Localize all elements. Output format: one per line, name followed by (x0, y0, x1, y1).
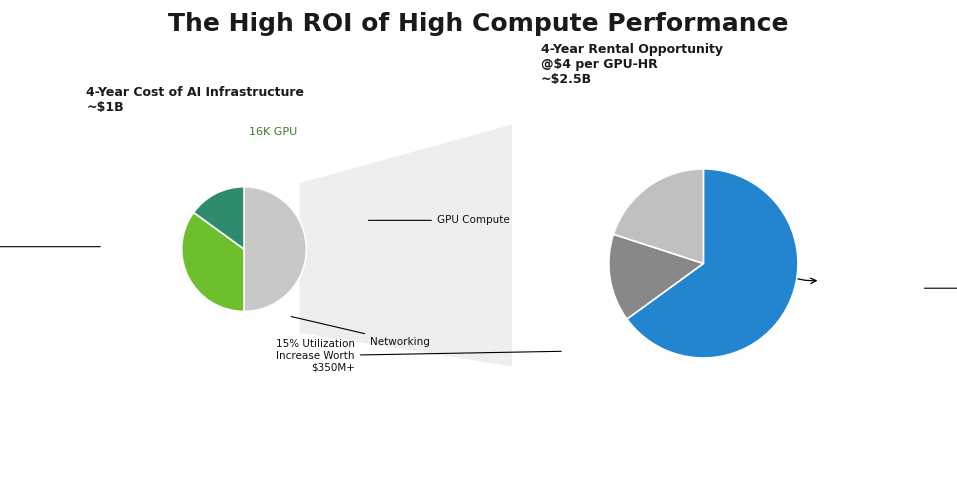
Polygon shape (300, 125, 512, 366)
Text: 25%
Performance
Increase Worth
$600M+: 25% Performance Increase Worth $600M+ (924, 266, 957, 310)
Text: Networking: Networking (291, 317, 430, 347)
Text: 4-Year Cost of AI Infrastructure
~$1B: 4-Year Cost of AI Infrastructure ~$1B (86, 86, 304, 114)
Text: The High ROI of High Compute Performance: The High ROI of High Compute Performance (168, 12, 789, 36)
Text: DC Facility Build
& Operate: DC Facility Build & Operate (0, 236, 100, 258)
Text: 16K GPU: 16K GPU (249, 126, 297, 137)
Wedge shape (244, 187, 306, 311)
Text: GPU Compute: GPU Compute (368, 216, 510, 225)
Text: 4-Year Rental Opportunity
@$4 per GPU-HR
~$2.5B: 4-Year Rental Opportunity @$4 per GPU-HR… (541, 43, 723, 86)
Wedge shape (609, 234, 703, 319)
Wedge shape (182, 212, 244, 311)
Wedge shape (613, 169, 703, 263)
Wedge shape (193, 187, 244, 249)
Text: 15% Utilization
Increase Worth
$350M+: 15% Utilization Increase Worth $350M+ (276, 339, 561, 372)
Wedge shape (627, 169, 798, 358)
